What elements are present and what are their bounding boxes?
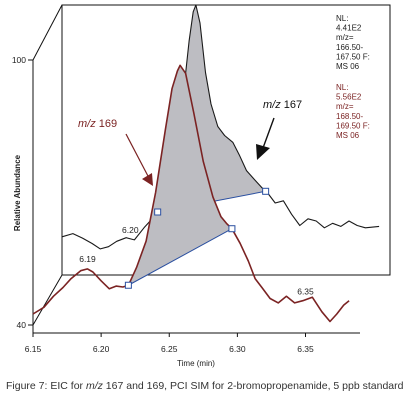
nl-line: m/z= — [336, 102, 354, 111]
caption-suffix: 167 and 169, PCI SIM for 2-bromopropenam… — [102, 380, 404, 392]
caption-prefix: Figure 7: EIC for — [6, 380, 86, 392]
y-tick-label: 40 — [17, 320, 27, 330]
nl-line: MS 06 — [336, 62, 360, 71]
peak-start-marker-mz169 — [124, 281, 132, 289]
nl-line: 5.56E2 — [336, 93, 362, 102]
rt-label-6-20: 6.20 — [122, 225, 139, 235]
arrow-mz167-head — [256, 144, 270, 160]
nl-line: NL: — [336, 83, 348, 92]
rt-label-6-35: 6.35 — [297, 287, 314, 297]
peak-end-marker-mz167 — [262, 187, 270, 195]
x-tick-label: 6.30 — [229, 344, 246, 354]
rt-label-6-19: 6.19 — [79, 254, 96, 264]
nl-line: 167.50 F: — [336, 52, 370, 61]
nl-line: 169.50 F: — [336, 121, 370, 130]
traces-layer — [32, 4, 380, 323]
trace-mz169 — [32, 64, 350, 323]
arrow-mz167-shaft — [262, 117, 275, 149]
nl-line: 166.50- — [336, 43, 363, 52]
arrow-mz169-shaft — [125, 133, 150, 179]
x-tick-label: 6.35 — [297, 344, 314, 354]
figure-caption: Figure 7: EIC for m/z 167 and 169, PCI S… — [6, 380, 406, 392]
depth-connector-top — [32, 4, 63, 61]
nl-line: m/z= — [336, 33, 354, 42]
series-label-mz169: m/z 169 — [78, 118, 117, 130]
peak-end-marker-mz169 — [228, 225, 236, 233]
x-axis-title: Time (min) — [177, 359, 215, 368]
y-axis-title: Relative Abundance — [13, 154, 22, 231]
peak-baseline-mz169 — [128, 228, 233, 286]
ticks-layer: 6.15 6.20 6.25 6.30 6.35 40 100 Time (min) Relat… — [12, 55, 314, 368]
caption-mz-italic: m/z — [85, 380, 103, 392]
x-tick-label: 6.20 — [93, 344, 110, 354]
nl-line: 4.41E2 — [336, 24, 362, 33]
nl-line: 168.50- — [336, 112, 363, 121]
y-tick-label: 100 — [12, 55, 26, 65]
x-tick-label: 6.25 — [161, 344, 178, 354]
arrow-mz169-head — [142, 173, 153, 186]
nl-line: MS 06 — [336, 131, 360, 140]
peak-start-marker-mz167 — [154, 208, 162, 216]
back-plane-frame — [61, 4, 391, 276]
depth-connector-bottom — [32, 274, 63, 326]
annotations-layer: 6.19 6.35 6.20 m/z 169 m/z 167 — [78, 99, 314, 297]
x-tick-label: 6.15 — [25, 344, 42, 354]
peak-area-mz169 — [128, 65, 232, 286]
chromatogram-chart: 6.15 6.20 6.25 6.30 6.35 40 100 Time (min) Relat… — [12, 4, 391, 368]
nl-line: NL: — [336, 14, 348, 23]
trace-mz167 — [61, 4, 380, 250]
series-label-mz167: m/z 167 — [263, 99, 302, 111]
